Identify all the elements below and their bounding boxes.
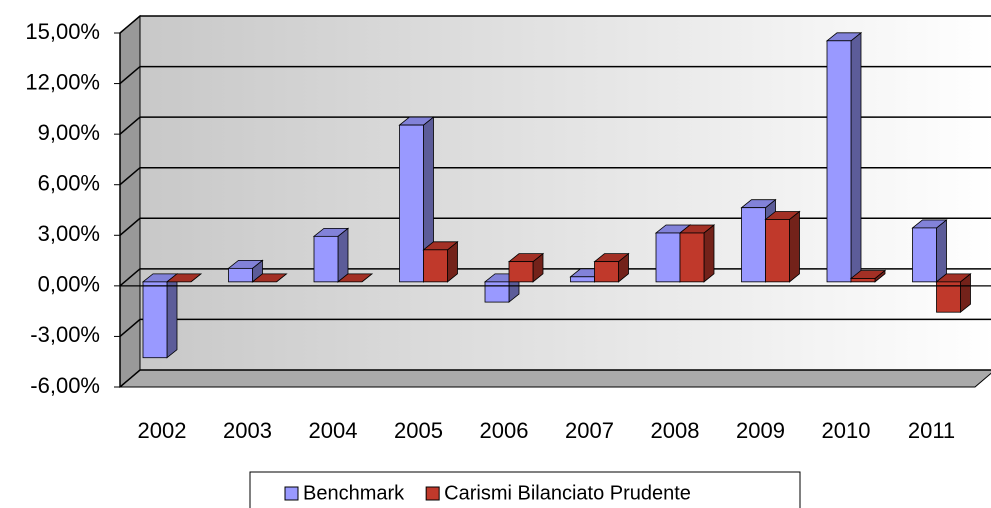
grid-line [119,116,991,135]
legend-swatch [284,486,299,501]
bar-top [336,273,374,283]
x-tick-label: 2011 [908,418,955,443]
y-tick-label: 3,00% [38,221,100,246]
y-tick-label: 0,00% [38,272,100,297]
bar [765,219,790,283]
x-tick-label: 2005 [394,418,443,443]
bar [826,40,852,283]
legend-label: Carismi Bilanciato Prudente [444,482,691,504]
bar [484,281,510,303]
bar [142,281,168,359]
x-tick-label: 2006 [480,418,529,443]
y-tick-label: 9,00% [38,120,100,145]
bar-side [789,210,800,283]
bar [399,124,424,283]
side-wall [119,14,141,389]
bar-side [850,31,862,283]
legend-label: Benchmark [303,482,405,504]
y-tick-label: 15,00% [25,19,100,44]
bar-side [703,224,715,283]
floor [118,369,991,388]
bar [423,249,448,283]
y-tick-label: -6,00% [30,373,100,398]
x-tick-label: 2007 [565,418,614,443]
bar [508,261,534,283]
legend-swatch [425,486,440,501]
bar [912,227,937,283]
back-wall [139,15,991,371]
legend-box [249,471,801,508]
x-tick-label: 2008 [651,418,700,443]
grid-line [119,369,991,388]
bar-top [165,273,203,283]
bar-top [251,273,288,283]
y-tick-label: -3,00% [30,322,100,347]
y-tick-label: 6,00% [38,171,100,196]
x-tick-label: 2009 [736,418,785,443]
bar [570,276,595,283]
grid-line [119,217,991,236]
bar [850,278,876,283]
bar [936,281,961,313]
bar [679,232,705,283]
bar [655,232,681,283]
x-tick-label: 2010 [822,418,871,443]
grid-line [119,318,991,338]
x-tick-label: 2003 [223,418,272,443]
bar-side [337,227,349,283]
x-tick-label: 2004 [309,418,358,443]
x-tick-label: 2002 [138,418,187,443]
bar [228,267,253,283]
grid-line [119,166,991,186]
bar [594,261,619,283]
bar [313,235,339,283]
y-tick-label: 12,00% [25,69,100,94]
grid-line [119,65,991,85]
bar [741,207,766,283]
bar-side [936,219,947,283]
grid-line [119,15,991,34]
